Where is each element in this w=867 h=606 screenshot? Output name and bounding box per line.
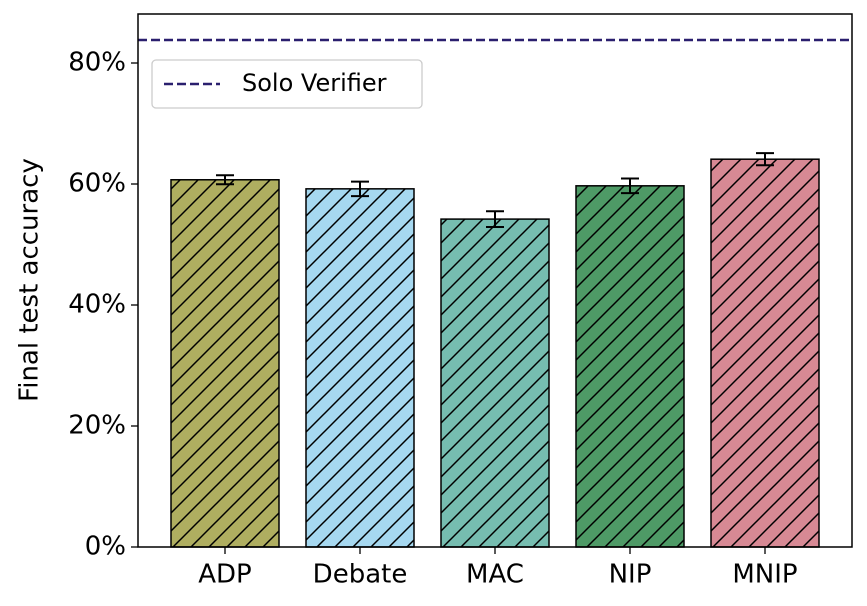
x-tick-label: NIP: [609, 560, 652, 590]
error-bar: [621, 177, 639, 195]
bar-hatch: [575, 185, 685, 548]
x-tick-label: Debate: [313, 560, 408, 590]
error-bar: [486, 210, 504, 228]
y-tick-label: 60%: [68, 169, 126, 199]
plot-frame: [137, 13, 853, 548]
error-bar: [351, 180, 369, 198]
y-tick-label: 40%: [68, 290, 126, 320]
x-tick-label: ADP: [198, 560, 252, 590]
error-bar: [756, 152, 774, 167]
bar-hatch: [710, 158, 820, 548]
legend-label: Solo Verifier: [242, 69, 387, 97]
y-tick-label: 20%: [68, 411, 126, 441]
x-tick-label: MNIP: [732, 560, 797, 590]
x-tick-label: MAC: [466, 560, 524, 590]
y-tick-label: 0%: [85, 532, 126, 562]
y-tick-label: 80%: [68, 48, 126, 78]
error-bar: [216, 174, 234, 186]
y-axis-label: Final test accuracy: [15, 158, 45, 402]
legend-box: [151, 59, 423, 109]
bar-hatch: [170, 179, 280, 548]
bar-hatch: [305, 188, 415, 548]
bar-hatch: [440, 218, 550, 548]
